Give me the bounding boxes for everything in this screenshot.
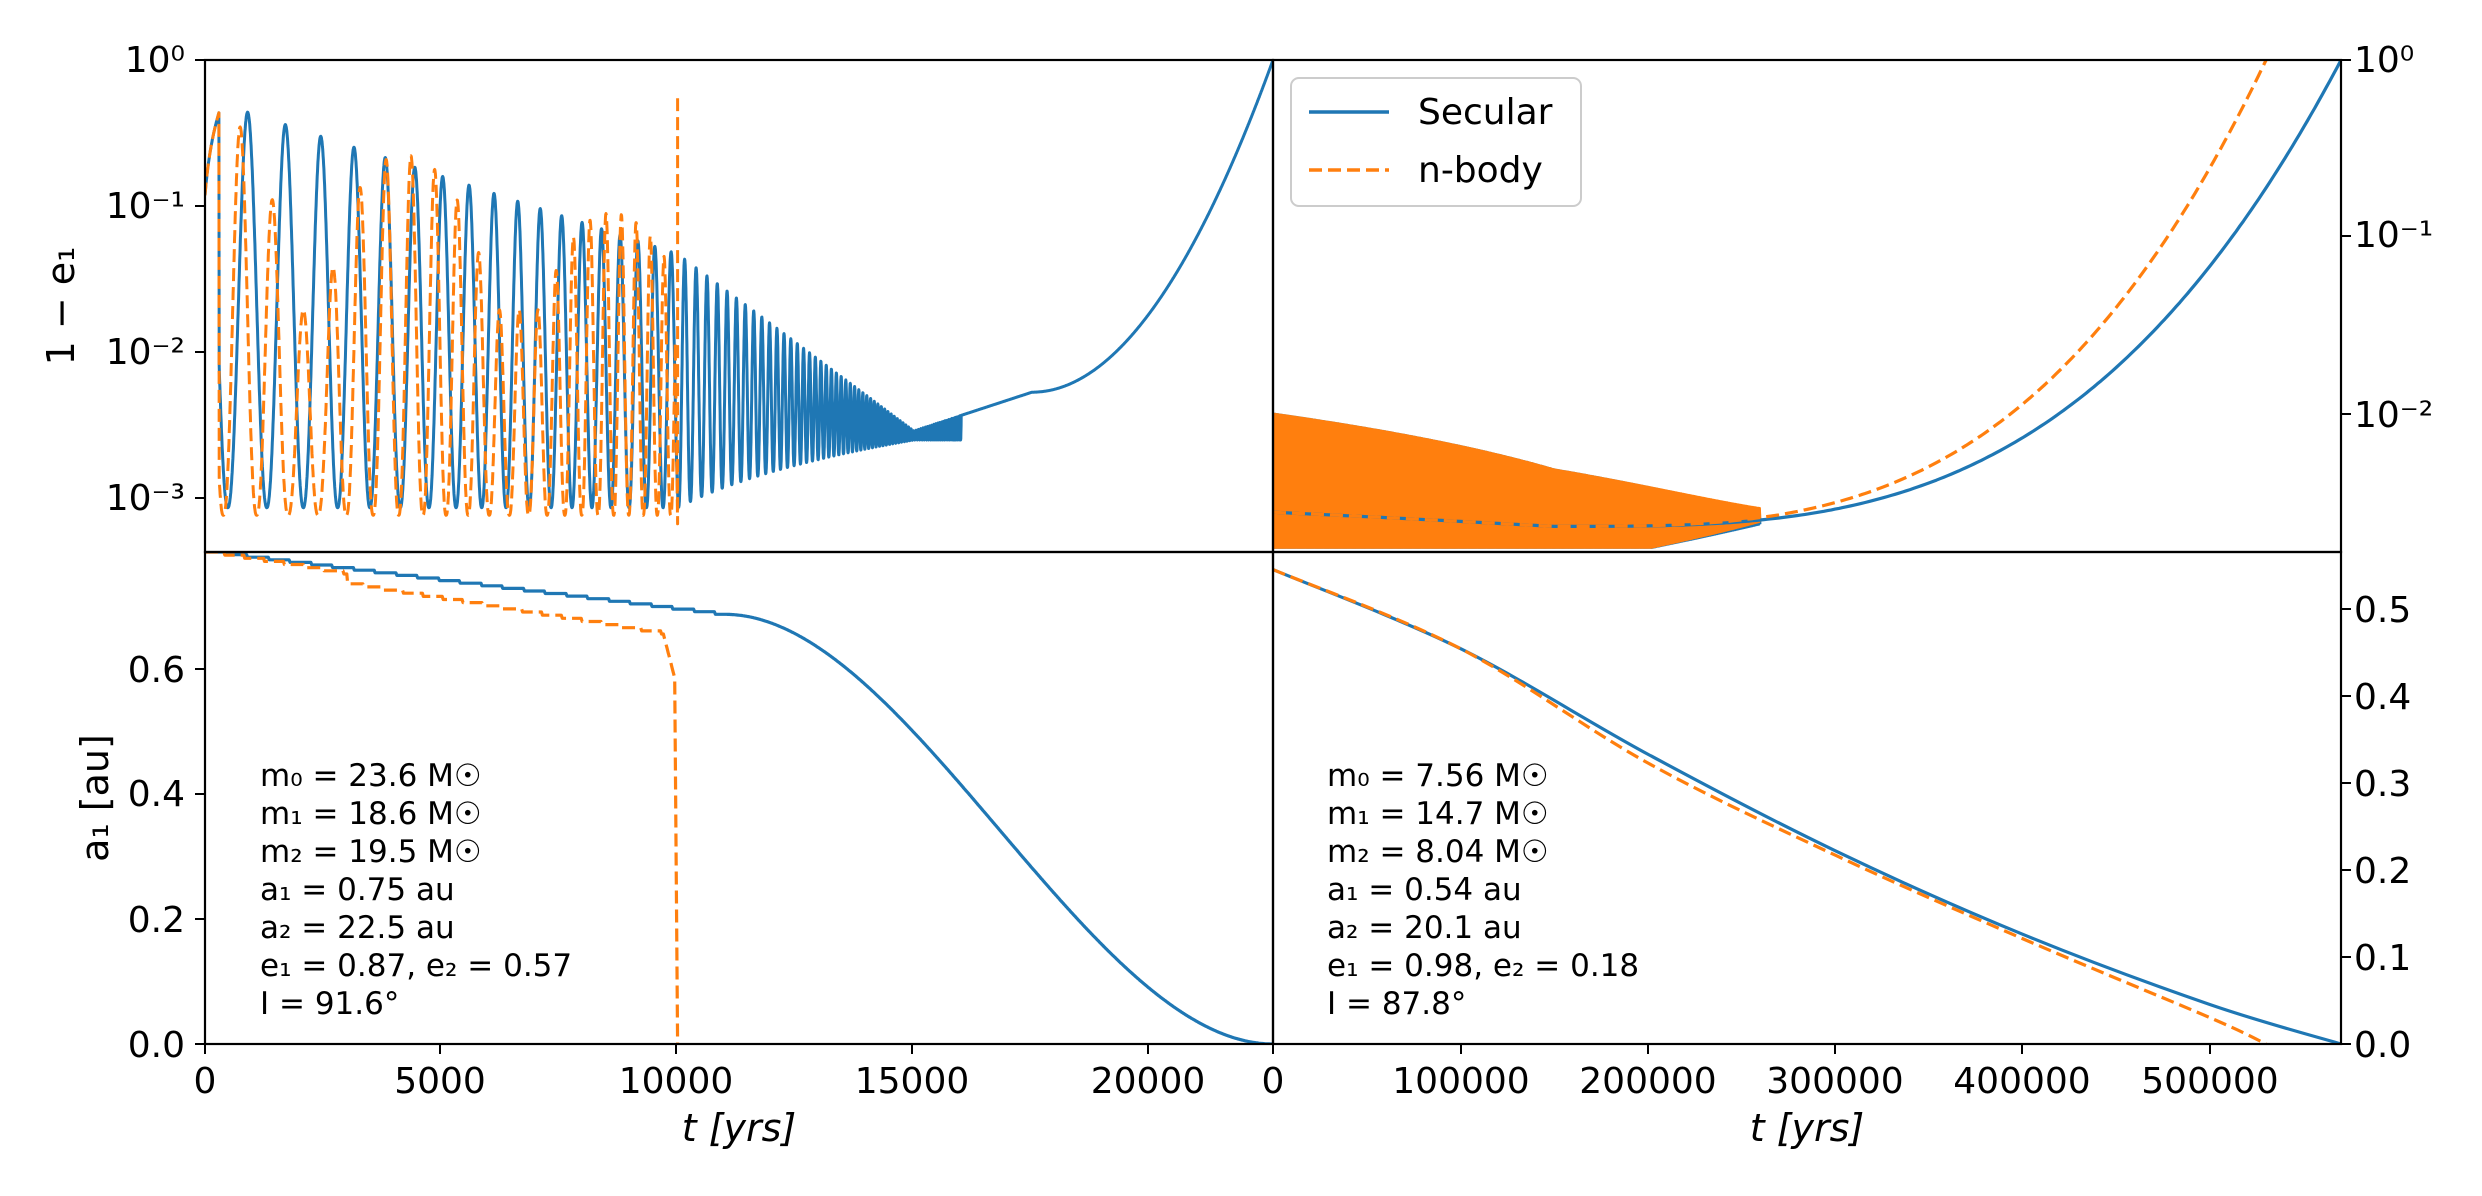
xtick-label: 15000	[855, 1061, 970, 1102]
left-xticks: 0 5000 10000 15000 20000	[194, 1061, 1206, 1102]
left-bottom-yticks: 0.0 0.2 0.4 0.6	[128, 650, 185, 1066]
annotation-line: a₂ = 22.5 au	[260, 910, 455, 946]
frame-right-bottom	[1271, 550, 2343, 1046]
series-nbody-line	[205, 98, 680, 526]
right-xticks: 0 100000 200000 300000 400000 500000	[1262, 1061, 2279, 1102]
ytick-label: 0.6	[128, 650, 185, 691]
annotation-line: e₁ = 0.98, e₂ = 0.18	[1327, 948, 1639, 984]
ytick-label: 0.4	[2354, 677, 2411, 718]
right-annotation: m₀ = 7.56 M☉ m₁ = 14.7 M☉ m₂ = 8.04 M☉ a…	[1327, 758, 1639, 1022]
xtick-label: 300000	[1766, 1061, 1903, 1102]
axes-frames	[203, 58, 2343, 1046]
annotation-line: m₀ = 23.6 M☉	[260, 758, 482, 794]
legend-secular-label: Secular	[1418, 92, 1553, 133]
ytick-label: 0.1	[2354, 938, 2411, 979]
legend-box	[1290, 77, 1582, 207]
ytick-label: 0.3	[2354, 764, 2411, 805]
series-secular-line	[205, 552, 1273, 1044]
annotation-line: m₁ = 18.6 M☉	[260, 796, 482, 832]
panel-left-top-lines	[205, 60, 1273, 526]
xtick-label: 200000	[1579, 1061, 1716, 1102]
xtick-label: 20000	[1091, 1061, 1206, 1102]
left-xlabel: t [yrs]	[682, 1106, 797, 1150]
left-bottom-ylabel: a₁ [au]	[73, 734, 117, 862]
tick-marks	[195, 59, 2351, 1054]
ytick-label: 10⁰	[2354, 40, 2414, 81]
series-secular-line	[205, 60, 1273, 510]
series-nbody-line	[1273, 60, 2268, 528]
right-bottom-yticks: 0.0 0.1 0.2 0.3 0.4 0.5	[2354, 590, 2411, 1066]
annotation-line: a₁ = 0.75 au	[260, 872, 455, 908]
annotation-line: m₁ = 14.7 M☉	[1327, 796, 1549, 832]
left-annotation: m₀ = 23.6 M☉ m₁ = 18.6 M☉ m₂ = 19.5 M☉ a…	[260, 758, 572, 1022]
annotation-line: m₀ = 7.56 M☉	[1327, 758, 1549, 794]
annotation-line: e₁ = 0.87, e₂ = 0.57	[260, 948, 572, 984]
ytick-label: 0.0	[2354, 1025, 2411, 1066]
annotation-line: a₂ = 20.1 au	[1327, 910, 1522, 946]
xtick-label: 100000	[1392, 1061, 1529, 1102]
annotation-line: m₂ = 8.04 M☉	[1327, 834, 1549, 870]
panel-right-bottom-lines	[1273, 568, 2341, 1044]
right-top-yticks: 10⁰ 10⁻¹ 10⁻²	[2354, 40, 2433, 436]
series-nbody-line	[1273, 568, 2267, 1044]
xtick-label: 400000	[1953, 1061, 2090, 1102]
xtick-label: 10000	[619, 1061, 734, 1102]
panel-left-bottom-lines	[205, 552, 1273, 1044]
ytick-label: 0.5	[2354, 590, 2411, 631]
annotation-line: I = 87.8°	[1327, 986, 1466, 1022]
ytick-label: 0.0	[128, 1025, 185, 1066]
ytick-label: 10⁰	[125, 40, 185, 81]
series-nbody-band	[1273, 412, 1762, 549]
xtick-label: 5000	[394, 1061, 486, 1102]
left-top-yticks: 10⁰ 10⁻¹ 10⁻² 10⁻³	[106, 40, 185, 519]
right-xlabel: t [yrs]	[1750, 1106, 1865, 1150]
left-top-ylabel: 1 − e₁	[39, 247, 83, 366]
ytick-label: 10⁻¹	[2354, 215, 2433, 256]
ytick-label: 0.4	[128, 774, 185, 815]
xtick-label: 500000	[2141, 1061, 2278, 1102]
annotation-line: a₁ = 0.54 au	[1327, 872, 1522, 908]
panel-right-top-lines	[1273, 60, 2341, 549]
ytick-label: 10⁻³	[106, 478, 185, 519]
xtick-label: 0	[1262, 1061, 1285, 1102]
legend-nbody-label: n-body	[1418, 150, 1543, 191]
legend: Secular n-body	[1290, 77, 1582, 207]
ytick-label: 0.2	[128, 900, 185, 941]
annotation-line: m₂ = 19.5 M☉	[260, 834, 482, 870]
ytick-label: 10⁻¹	[106, 186, 185, 227]
series-secular-line	[1273, 568, 2341, 1044]
ytick-label: 10⁻²	[106, 332, 185, 373]
xtick-label: 0	[194, 1061, 217, 1102]
ytick-label: 10⁻²	[2354, 395, 2433, 436]
annotation-line: I = 91.6°	[260, 986, 399, 1022]
series-nbody-line	[205, 552, 680, 1044]
ytick-label: 0.2	[2354, 851, 2411, 892]
